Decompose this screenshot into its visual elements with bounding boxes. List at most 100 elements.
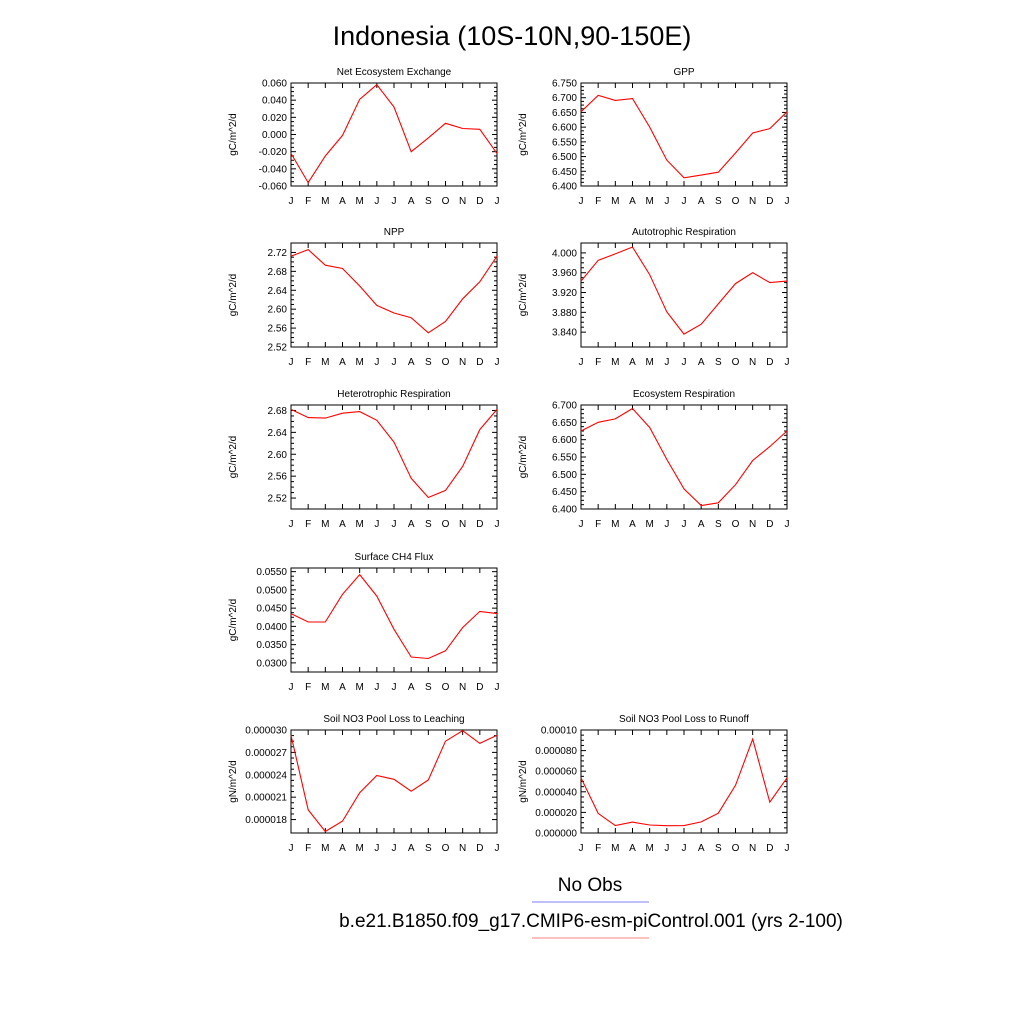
x-tick-label: J (682, 357, 687, 368)
x-tick-label: J (495, 196, 500, 207)
x-tick-label: J (579, 843, 584, 854)
y-tick-label: 0.000018 (245, 815, 287, 826)
x-tick-label: M (321, 357, 329, 368)
x-tick-label: M (355, 519, 363, 530)
panel-8: Soil NO3 Pool Loss to Runoff gN/m^2/d 0.00… (518, 714, 790, 854)
y-tick-label: 0.000040 (535, 787, 577, 798)
x-tick-label: J (682, 519, 687, 530)
x-tick-label: J (374, 196, 379, 207)
x-tick-label: D (766, 357, 773, 368)
y-tick-label: 2.52 (268, 494, 288, 505)
y-axis-label: gC/m^2/d (518, 113, 529, 156)
y-tick-label: 0.0350 (256, 640, 287, 651)
y-tick-label: 6.550 (552, 137, 577, 148)
panels: Net Ecosystem Exchange gC/m^2/d -0.060 -0.0… (228, 67, 790, 854)
x-tick-label: S (715, 196, 722, 207)
panel-title: GPP (673, 67, 694, 78)
x-tick-label: S (715, 519, 722, 530)
x-tick-label: J (579, 519, 584, 530)
x-tick-label: J (392, 843, 397, 854)
x-tick-label: J (664, 843, 669, 854)
x-tick-label: M (355, 682, 363, 693)
x-tick-label: M (645, 357, 653, 368)
x-tick-label: J (682, 196, 687, 207)
panel-4: Heterotrophic Respiration gC/m^2/d 2.52 2.5… (228, 389, 500, 530)
x-tick-label: M (321, 196, 329, 207)
x-tick-label: M (645, 196, 653, 207)
x-tick-label: N (459, 519, 466, 530)
x-tick-label: A (629, 519, 636, 530)
y-tick-label: 0.0450 (256, 604, 287, 615)
y-tick-label: -0.040 (259, 164, 288, 175)
y-tick-label: 0.00010 (541, 726, 578, 737)
x-tick-label: J (374, 843, 379, 854)
x-tick-label: A (408, 519, 415, 530)
x-tick-label: F (305, 843, 311, 854)
x-tick-label: N (749, 519, 756, 530)
y-tick-label: 0.060 (262, 79, 287, 90)
x-tick-label: D (476, 357, 483, 368)
x-tick-label: F (595, 519, 601, 530)
y-tick-label: 2.64 (268, 428, 288, 439)
x-tick-label: J (495, 519, 500, 530)
y-tick-label: 0.000060 (535, 767, 577, 778)
y-tick-label: -0.060 (259, 182, 288, 193)
x-tick-label: F (305, 519, 311, 530)
x-tick-label: M (611, 357, 619, 368)
series-line (290, 83, 498, 184)
series-line (290, 573, 498, 660)
x-tick-label: J (374, 682, 379, 693)
x-tick-label: N (459, 357, 466, 368)
x-tick-label: M (645, 843, 653, 854)
y-tick-label: 6.700 (552, 401, 577, 412)
y-tick-label: 6.450 (552, 167, 577, 178)
x-tick-label: N (749, 357, 756, 368)
panel-title: NPP (384, 227, 405, 238)
y-tick-label: 3.920 (552, 288, 577, 299)
y-tick-label: 0.040 (262, 96, 287, 107)
y-axis-label: gC/m^2/d (228, 113, 239, 156)
y-tick-label: 0.020 (262, 113, 287, 124)
y-tick-label: 0.000020 (535, 808, 577, 819)
x-tick-label: F (595, 196, 601, 207)
x-tick-label: S (425, 357, 432, 368)
x-tick-label: D (766, 196, 773, 207)
y-tick-label: 0.000024 (245, 770, 287, 781)
x-tick-label: J (289, 843, 294, 854)
x-tick-label: N (749, 196, 756, 207)
x-tick-label: J (664, 357, 669, 368)
x-tick-label: J (392, 519, 397, 530)
y-tick-label: 6.500 (552, 470, 577, 481)
x-tick-label: D (766, 519, 773, 530)
y-tick-label: 6.550 (552, 453, 577, 464)
x-tick-label: O (732, 519, 740, 530)
x-tick-label: M (611, 196, 619, 207)
x-tick-label: A (698, 519, 705, 530)
x-tick-label: M (321, 843, 329, 854)
y-tick-label: 6.700 (552, 93, 577, 104)
x-tick-label: A (698, 843, 705, 854)
panel-5: Ecosystem Respiration gC/m^2/d 6.400 6.450 6… (518, 389, 790, 530)
series-line (580, 94, 788, 179)
x-tick-label: S (425, 682, 432, 693)
x-tick-label: A (629, 357, 636, 368)
y-tick-label: 2.52 (268, 343, 288, 354)
y-tick-label: 0.000080 (535, 746, 577, 757)
x-tick-label: A (698, 357, 705, 368)
x-tick-label: J (495, 843, 500, 854)
x-tick-label: J (374, 357, 379, 368)
y-axis-label: gC/m^2/d (228, 436, 239, 479)
x-tick-label: J (579, 196, 584, 207)
x-tick-label: J (664, 196, 669, 207)
x-tick-label: F (595, 357, 601, 368)
x-tick-label: F (305, 682, 311, 693)
panel-3: Autotrophic Respiration gC/m^2/d 3.840 3.88… (518, 227, 790, 368)
legend: No Obs b.e21.B1850.f09_g17.CMIP6-esm-piC… (339, 875, 843, 939)
x-tick-label: J (374, 519, 379, 530)
x-tick-label: F (305, 196, 311, 207)
y-tick-label: 2.56 (268, 472, 288, 483)
series-line (580, 737, 788, 827)
